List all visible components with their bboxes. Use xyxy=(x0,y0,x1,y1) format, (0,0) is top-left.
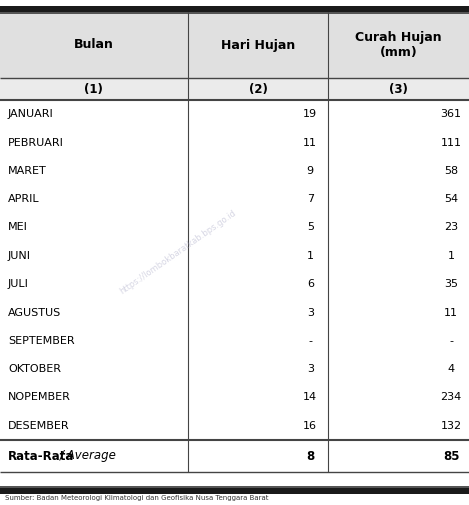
Text: Curah Hujan
(mm): Curah Hujan (mm) xyxy=(356,31,442,59)
Text: 35: 35 xyxy=(444,279,458,289)
Text: 8: 8 xyxy=(306,449,314,463)
Text: 14: 14 xyxy=(303,392,318,402)
Text: 6: 6 xyxy=(307,279,314,289)
Text: 1: 1 xyxy=(307,251,314,261)
Text: 11: 11 xyxy=(444,308,458,318)
Text: JANUARI: JANUARI xyxy=(8,109,54,119)
Text: 7: 7 xyxy=(307,194,314,204)
Text: 3: 3 xyxy=(307,308,314,318)
Text: SEPTEMBER: SEPTEMBER xyxy=(8,336,75,346)
Text: (3): (3) xyxy=(389,82,408,95)
Bar xyxy=(0,78,469,100)
Text: MARET: MARET xyxy=(8,166,47,176)
Text: 234: 234 xyxy=(440,392,461,402)
Text: DESEMBER: DESEMBER xyxy=(8,421,69,431)
Text: -: - xyxy=(449,336,453,346)
Bar xyxy=(0,488,469,494)
Text: 9: 9 xyxy=(307,166,314,176)
Text: 5: 5 xyxy=(307,223,314,232)
Text: JULI: JULI xyxy=(8,279,29,289)
Text: 1: 1 xyxy=(447,251,454,261)
Text: 58: 58 xyxy=(444,166,458,176)
Text: 19: 19 xyxy=(303,109,318,119)
Text: NOPEMBER: NOPEMBER xyxy=(8,392,71,402)
Text: 11: 11 xyxy=(303,137,318,147)
Text: 54: 54 xyxy=(444,194,458,204)
Text: 85: 85 xyxy=(443,449,459,463)
Text: -: - xyxy=(308,336,312,346)
Text: https://lombokbaratkab.bps.go.id: https://lombokbaratkab.bps.go.id xyxy=(118,209,238,296)
Bar xyxy=(0,12,469,78)
Bar xyxy=(0,100,469,440)
Bar xyxy=(0,12,469,14)
Text: (1): (1) xyxy=(84,82,103,95)
Text: AGUSTUS: AGUSTUS xyxy=(8,308,61,318)
Text: 3: 3 xyxy=(307,364,314,374)
Text: 111: 111 xyxy=(440,137,461,147)
Text: 132: 132 xyxy=(440,421,461,431)
Text: 16: 16 xyxy=(303,421,318,431)
Text: 4: 4 xyxy=(447,364,454,374)
Text: APRIL: APRIL xyxy=(8,194,39,204)
Text: Rata-Rata: Rata-Rata xyxy=(8,449,75,463)
Text: PEBRUARI: PEBRUARI xyxy=(8,137,64,147)
Bar xyxy=(0,486,469,488)
Bar xyxy=(0,6,469,12)
Text: Sumber: Badan Meteorologi Klimatologi dan Geofisika Nusa Tenggara Barat: Sumber: Badan Meteorologi Klimatologi da… xyxy=(5,495,268,501)
Text: JUNI: JUNI xyxy=(8,251,31,261)
Text: Hari Hujan: Hari Hujan xyxy=(221,38,295,52)
Text: 361: 361 xyxy=(440,109,461,119)
Text: OKTOBER: OKTOBER xyxy=(8,364,61,374)
Text: MEI: MEI xyxy=(8,223,28,232)
Text: Bulan: Bulan xyxy=(74,38,114,52)
Text: / Average: / Average xyxy=(60,449,117,463)
Bar xyxy=(0,440,469,472)
Text: 23: 23 xyxy=(444,223,458,232)
Text: (2): (2) xyxy=(249,82,267,95)
